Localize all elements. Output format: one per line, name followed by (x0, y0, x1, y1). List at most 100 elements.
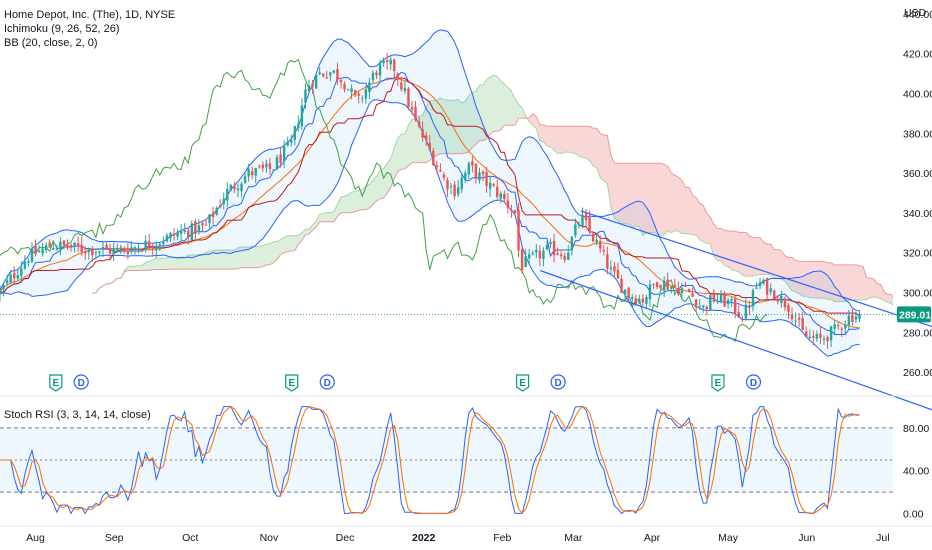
candle (616, 262, 620, 279)
candle-body (307, 85, 311, 92)
candle (9, 270, 12, 285)
dividend-icon[interactable]: D (319, 374, 335, 390)
candle (460, 172, 463, 194)
candle-body (155, 246, 158, 251)
candle (666, 272, 669, 291)
time-tick-label: Sep (105, 532, 124, 544)
candle-body (854, 316, 858, 320)
event-letter: E (715, 378, 722, 389)
candle (393, 58, 396, 78)
candle (311, 79, 314, 94)
candle-body (520, 249, 524, 270)
earnings-icon[interactable]: E (49, 374, 63, 392)
candle-body (723, 294, 726, 307)
price-tick-label: 400.00 (903, 89, 932, 101)
candle-body (709, 295, 712, 311)
candle-body (140, 250, 144, 252)
candle (364, 85, 368, 104)
candle-body (691, 293, 694, 297)
candle (705, 305, 708, 316)
candle-body (694, 299, 698, 308)
candle (474, 163, 478, 184)
candle-body (666, 279, 669, 290)
candle (801, 311, 804, 331)
candle (62, 240, 66, 250)
candle-body (123, 248, 126, 252)
bb-fill (0, 29, 860, 357)
candle-body (794, 320, 797, 322)
candle-body (797, 317, 801, 320)
candle-body (151, 245, 154, 249)
legend-ichimoku[interactable]: Ichimoku (9, 26, 52, 26) (4, 23, 120, 35)
earnings-icon[interactable]: E (516, 374, 530, 392)
candle (467, 161, 471, 179)
dividend-badge (73, 374, 89, 390)
candle-body (69, 244, 73, 248)
candle (226, 182, 229, 208)
dividend-icon[interactable]: D (745, 374, 762, 390)
candle-body (41, 248, 44, 254)
dividend-icon[interactable]: D (73, 374, 89, 390)
legend-bollinger[interactable]: BB (20, close, 2, 0) (4, 37, 98, 49)
candle (236, 183, 240, 198)
candle (414, 100, 417, 122)
event-letter: E (52, 378, 59, 389)
earnings-icon[interactable]: E (285, 374, 299, 392)
candle (137, 243, 140, 254)
candle-body (137, 248, 140, 251)
candle (702, 304, 705, 314)
candle-body (311, 83, 314, 87)
candle-body (844, 324, 847, 329)
candle (723, 290, 726, 307)
price-tick-label: 320.00 (903, 248, 932, 260)
candle (645, 294, 648, 309)
candle (357, 90, 360, 104)
candle-body (833, 324, 836, 329)
candle-body (506, 200, 510, 208)
candle (755, 282, 758, 289)
candle-body (478, 172, 481, 181)
candle-body (780, 295, 783, 303)
candle (439, 163, 442, 172)
candle-body (776, 299, 780, 302)
candle-body (243, 176, 247, 183)
candle-body (826, 336, 829, 342)
candle (712, 289, 716, 304)
legend-symbol[interactable]: Home Depot, Inc. (The), 1D, NYSE (4, 9, 176, 21)
candle (730, 296, 733, 307)
price-tick-label: 380.00 (903, 128, 932, 140)
candle-body (730, 299, 733, 301)
candle-body (5, 280, 9, 284)
candle (155, 241, 158, 259)
candle (503, 190, 506, 203)
candle (76, 236, 80, 253)
last-price-tag: 289.01 (897, 306, 931, 323)
candle (808, 329, 811, 340)
candle-body (631, 296, 634, 299)
candle (229, 183, 233, 192)
candle-body (368, 82, 371, 93)
candle-body (91, 249, 94, 256)
candle-body (613, 266, 616, 272)
candle (659, 284, 662, 291)
earnings-icon[interactable]: E (711, 374, 725, 392)
candle-body (293, 126, 296, 141)
candle (112, 242, 115, 262)
candle (353, 89, 357, 98)
candle-body (169, 232, 172, 239)
candle (577, 221, 581, 229)
candle (762, 277, 765, 285)
candle (837, 321, 840, 330)
candle-body (570, 236, 574, 251)
candle-body (623, 289, 627, 295)
candle (396, 72, 399, 87)
candle-body (336, 69, 339, 80)
candle-body (602, 250, 605, 252)
candle-body (599, 241, 602, 249)
candle (591, 232, 595, 243)
candle-body (609, 267, 613, 270)
dividend-icon[interactable]: D (550, 374, 566, 390)
candle (844, 320, 847, 334)
legend-stoch-rsi[interactable]: Stoch RSI (3, 3, 14, 14, close) (4, 409, 151, 421)
